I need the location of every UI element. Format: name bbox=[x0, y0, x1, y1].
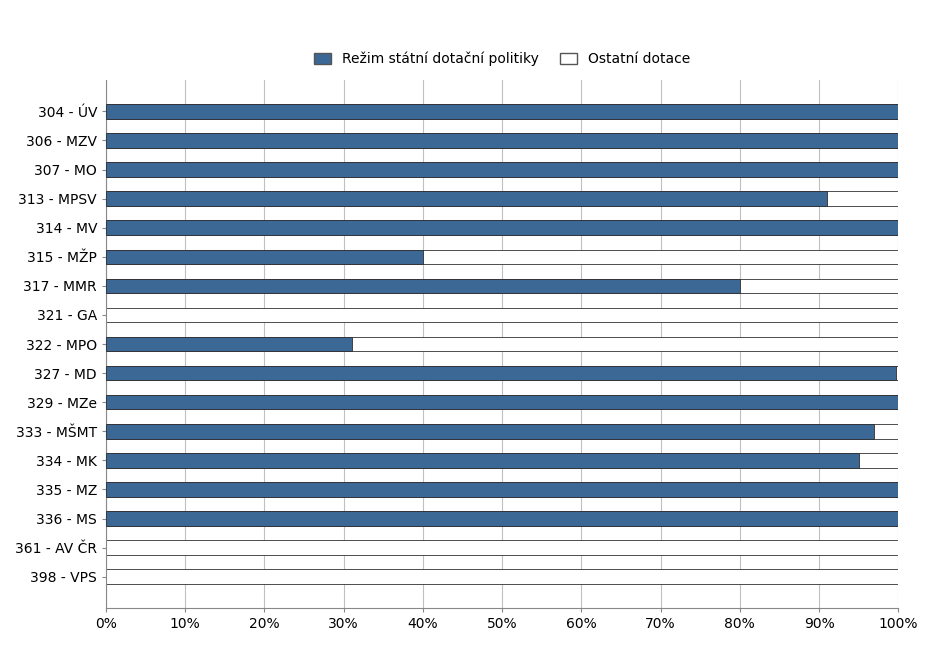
Bar bbox=[106, 220, 898, 235]
Bar bbox=[106, 337, 352, 351]
Bar bbox=[106, 104, 898, 119]
Bar bbox=[106, 395, 898, 410]
Bar bbox=[106, 366, 896, 380]
Bar bbox=[106, 395, 898, 410]
Bar bbox=[106, 569, 898, 584]
Bar bbox=[106, 453, 898, 468]
Bar bbox=[106, 424, 898, 439]
Bar bbox=[106, 162, 898, 177]
Bar bbox=[106, 278, 740, 293]
Bar bbox=[106, 307, 898, 322]
Bar bbox=[106, 191, 827, 206]
Bar bbox=[106, 278, 898, 293]
Bar bbox=[106, 104, 898, 119]
Bar bbox=[106, 482, 898, 497]
Bar bbox=[106, 162, 898, 177]
Bar bbox=[106, 249, 423, 264]
Bar bbox=[106, 424, 874, 439]
Bar bbox=[106, 511, 898, 526]
Bar bbox=[106, 133, 898, 148]
Bar bbox=[106, 511, 898, 526]
Bar bbox=[106, 540, 898, 555]
Bar bbox=[106, 191, 898, 206]
Bar bbox=[106, 249, 898, 264]
Bar bbox=[106, 133, 898, 148]
Bar bbox=[106, 366, 898, 380]
Bar bbox=[106, 453, 858, 468]
Bar bbox=[106, 337, 898, 351]
Bar bbox=[106, 482, 898, 497]
Bar bbox=[106, 220, 898, 235]
Legend: Režim státní dotační politiky, Ostatní dotace: Režim státní dotační politiky, Ostatní d… bbox=[308, 45, 697, 73]
